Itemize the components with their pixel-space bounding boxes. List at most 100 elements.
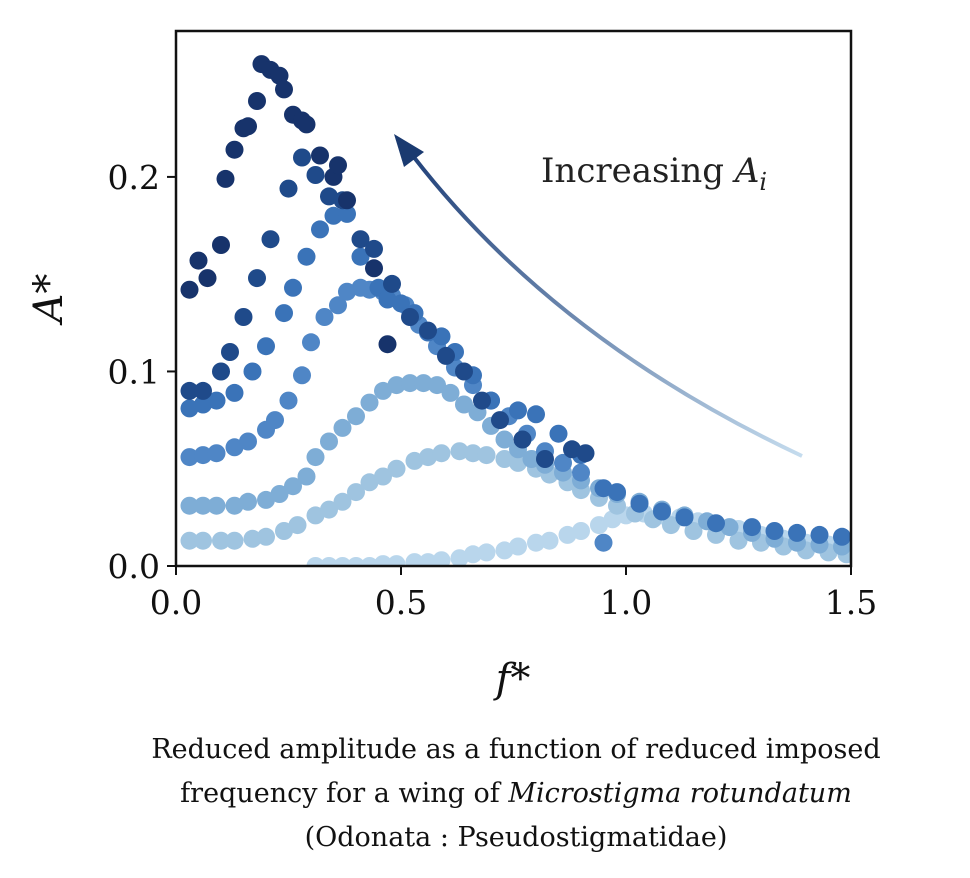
data-point	[374, 555, 392, 566]
data-point	[347, 483, 365, 502]
data-point	[315, 308, 334, 326]
data-point	[572, 463, 590, 482]
series-5	[180, 442, 851, 564]
y-axis-label: A*	[26, 274, 72, 327]
data-point	[387, 459, 406, 478]
data-point	[311, 220, 329, 239]
data-point	[788, 523, 806, 542]
data-point	[216, 169, 235, 188]
data-point	[338, 191, 356, 210]
data-point	[212, 531, 230, 550]
data-point	[536, 450, 554, 468]
data-point	[576, 444, 595, 463]
data-point	[270, 66, 289, 85]
data-point	[540, 531, 559, 550]
data-point	[306, 506, 325, 525]
data-point	[477, 446, 496, 465]
data-point	[324, 206, 343, 225]
data-point	[320, 432, 338, 451]
data-point	[374, 467, 392, 486]
data-point	[549, 424, 568, 443]
data-point	[360, 557, 379, 566]
data-point	[239, 432, 257, 451]
data-point	[194, 496, 212, 515]
x-tick-label: 0.0	[150, 583, 202, 622]
data-point	[441, 383, 460, 402]
data-point	[527, 533, 545, 552]
data-point	[833, 527, 851, 546]
data-point	[284, 477, 302, 496]
data-point	[432, 444, 451, 463]
data-point	[392, 294, 410, 313]
data-point	[311, 146, 329, 165]
caption-line-1: Reduced amplitude as a function of reduc…	[151, 734, 881, 765]
data-point	[261, 230, 280, 249]
data-point	[414, 374, 433, 393]
data-point	[387, 555, 406, 566]
data-point	[243, 362, 262, 381]
data-point	[707, 514, 725, 533]
data-point	[594, 533, 613, 552]
data-point	[405, 451, 424, 470]
data-point	[360, 393, 379, 412]
data-point	[374, 381, 392, 400]
data-point	[306, 448, 325, 467]
data-point	[225, 140, 244, 159]
y-tick-label: 0.0	[108, 547, 160, 586]
data-point	[257, 490, 275, 509]
data-point	[194, 531, 212, 550]
data-point	[338, 282, 356, 301]
series-1	[180, 148, 595, 468]
data-point	[495, 541, 514, 560]
data-point	[297, 467, 316, 486]
data-point	[293, 366, 311, 385]
data-point	[608, 483, 626, 502]
data-point	[293, 148, 311, 167]
y-tick-label: 0.2	[108, 158, 160, 197]
data-point	[720, 518, 739, 537]
data-point	[279, 391, 298, 410]
data-point	[207, 496, 226, 515]
data-point	[743, 518, 761, 537]
data-point	[225, 496, 244, 515]
data-point	[509, 453, 527, 472]
x-axis-label: f*	[493, 656, 531, 702]
data-point	[450, 549, 469, 566]
data-point	[320, 557, 338, 566]
data-point	[401, 374, 419, 393]
data-point	[572, 522, 590, 540]
data-point	[401, 308, 419, 326]
data-point	[248, 269, 266, 288]
data-point	[243, 529, 262, 548]
data-point	[338, 204, 356, 223]
data-point	[347, 407, 365, 426]
data-point	[729, 531, 748, 550]
data-point	[329, 156, 347, 175]
data-point	[527, 405, 545, 424]
data-point	[194, 395, 212, 414]
data-point	[207, 391, 226, 410]
data-points	[180, 55, 851, 566]
data-point	[432, 551, 451, 566]
y-axis-ticks: 0.0 0.1 0.2	[108, 158, 176, 586]
data-point	[522, 450, 541, 468]
data-point	[239, 117, 257, 136]
x-tick-label: 0.5	[375, 583, 427, 622]
data-point	[225, 383, 244, 402]
x-axis-ticks: 0.0 0.5 1.0 1.5	[150, 566, 877, 622]
data-point	[405, 553, 424, 566]
scatter-chart: 0.0 0.5 1.0 1.5 0.0 0.1 0.2 f* A* Increasing …	[26, 29, 877, 702]
x-tick-label: 1.0	[600, 583, 652, 622]
data-point	[234, 308, 253, 326]
x-tick-label: 1.5	[825, 583, 877, 622]
data-point	[558, 525, 577, 544]
data-point	[194, 446, 212, 465]
data-point	[302, 333, 320, 352]
data-point	[360, 473, 379, 492]
caption-line-2-prefix: frequency for a wing of	[180, 778, 509, 809]
data-point	[419, 553, 437, 566]
data-point	[189, 251, 208, 270]
data-point	[495, 450, 514, 468]
data-point	[765, 522, 784, 540]
data-point	[333, 492, 352, 511]
